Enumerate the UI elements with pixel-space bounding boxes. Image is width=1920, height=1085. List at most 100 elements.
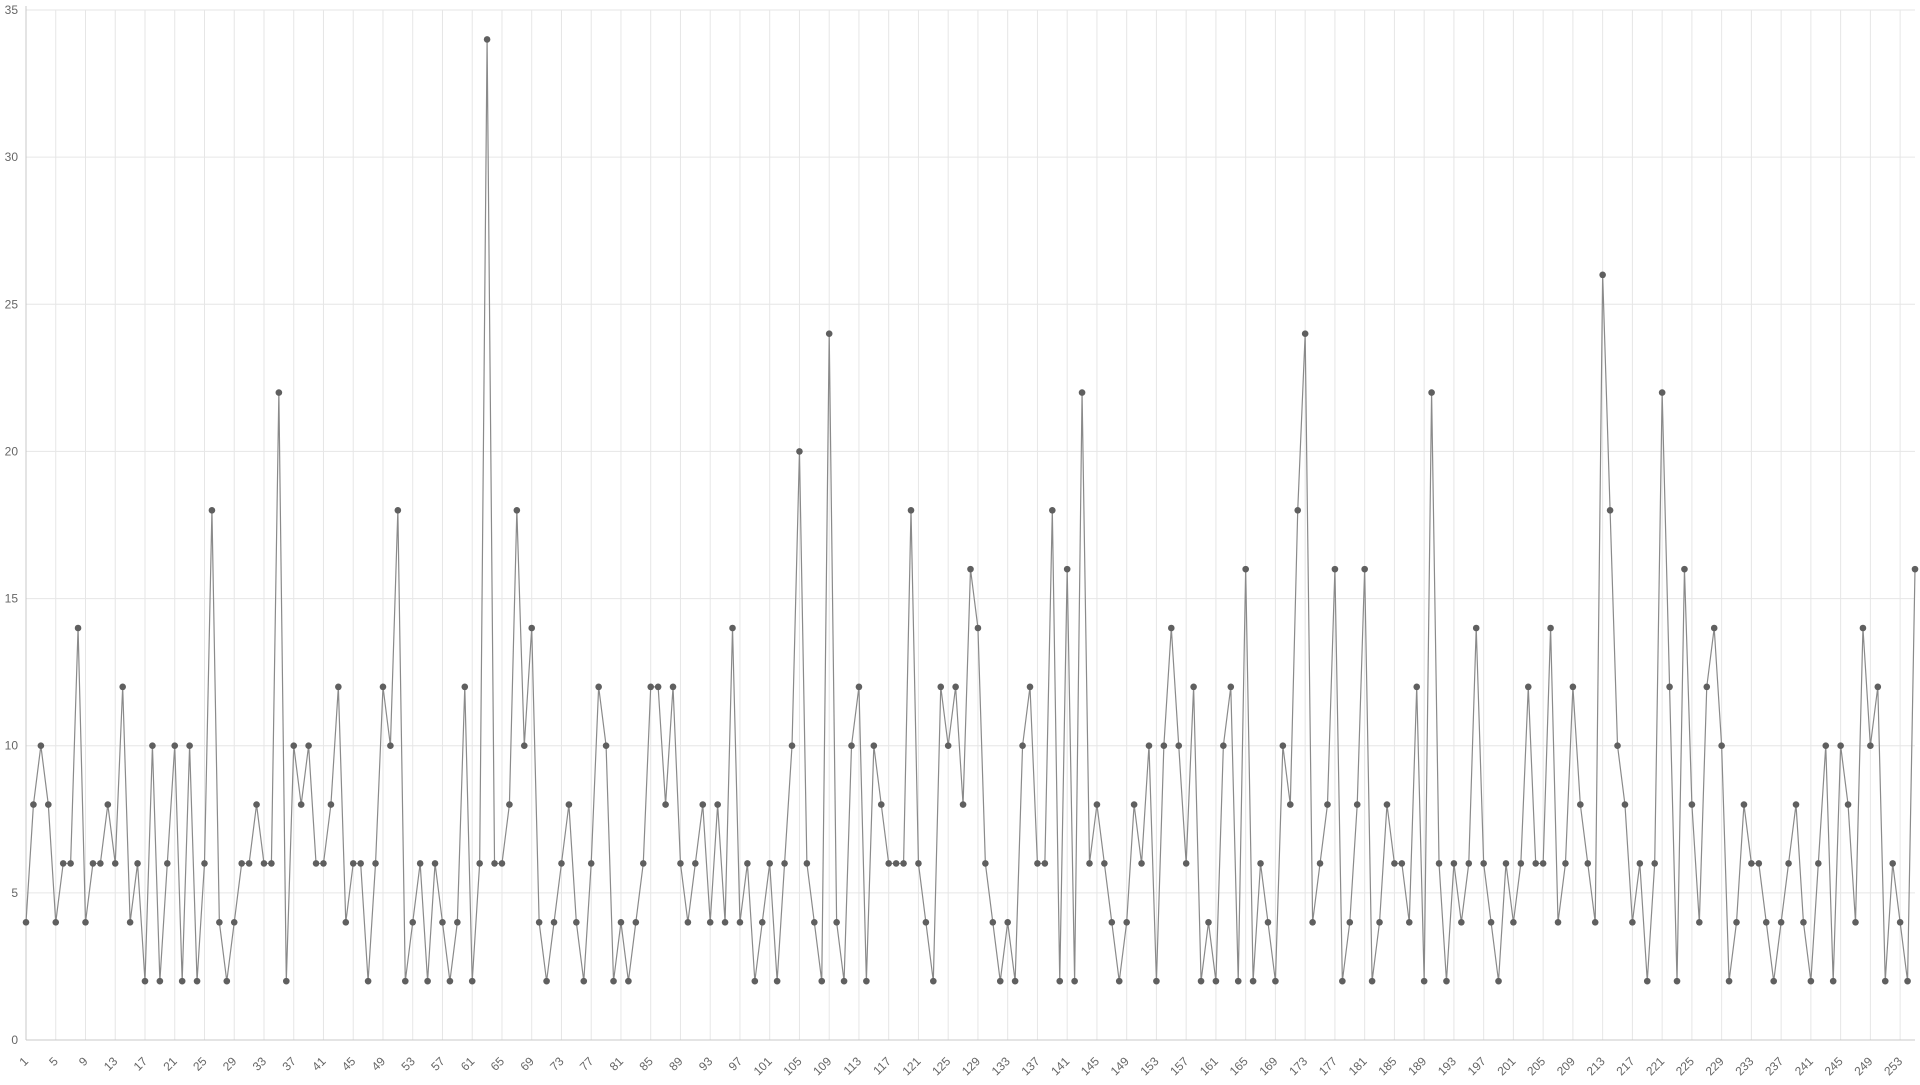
data-point (1101, 860, 1108, 867)
data-point (1465, 860, 1473, 867)
x-tick-label: 65 (488, 1054, 508, 1074)
data-point (1450, 860, 1458, 867)
data-point (1740, 801, 1748, 808)
data-point (268, 860, 275, 867)
x-tick-label: 1 (16, 1054, 31, 1069)
data-point (349, 860, 357, 867)
data-point (401, 977, 409, 985)
data-point (1346, 918, 1354, 926)
y-tick-labels: 0 5 10 15 20 25 30 35 (5, 3, 19, 1047)
data-point (320, 860, 327, 867)
x-tick-label: 105 (781, 1054, 805, 1078)
data-point (900, 860, 907, 867)
data-point (1331, 565, 1339, 573)
data-point (1212, 977, 1220, 985)
series-line-layer (25, 38, 1916, 982)
data-point (833, 918, 840, 926)
x-tick-label: 209 (1554, 1054, 1578, 1078)
data-point (1807, 977, 1815, 985)
data-point (1480, 860, 1487, 867)
data-point (915, 860, 922, 867)
data-point (1398, 860, 1406, 867)
x-tick-labels: 1 5 9 13 17 21 25 29 33 37 41 45 49 53 57 61 65 69 73 77 81 8… (16, 1054, 1905, 1078)
x-tick-label: 9 (76, 1054, 91, 1069)
data-point (1755, 860, 1763, 867)
data-point (974, 624, 982, 632)
data-point (1078, 389, 1086, 396)
data-point (669, 683, 677, 691)
data-point (178, 977, 186, 985)
data-point (1748, 860, 1755, 867)
x-tick-label: 173 (1286, 1054, 1310, 1078)
x-tick-label: 157 (1167, 1054, 1191, 1078)
data-point (491, 860, 498, 867)
data-point (1167, 624, 1175, 632)
data-point (1547, 624, 1554, 632)
data-point (602, 742, 610, 750)
data-point (1361, 565, 1368, 573)
data-point (855, 683, 863, 691)
x-tick-label: 121 (899, 1054, 923, 1078)
data-point (967, 565, 974, 573)
x-tick-label: 125 (929, 1054, 953, 1078)
data-point (1792, 801, 1800, 808)
data-point (996, 977, 1004, 985)
x-tick-label: 181 (1346, 1054, 1370, 1078)
data-point (141, 977, 149, 985)
y-tick-label: 5 (11, 886, 18, 900)
x-tick-label: 109 (810, 1054, 834, 1078)
data-point (1904, 977, 1911, 985)
data-point (468, 977, 476, 985)
data-point (550, 918, 558, 926)
data-point (1279, 742, 1287, 750)
x-tick-label: 229 (1703, 1054, 1727, 1078)
x-tick-label: 149 (1108, 1054, 1132, 1078)
data-point (30, 801, 37, 808)
x-tick-label: 217 (1613, 1054, 1637, 1078)
data-point (1294, 506, 1302, 514)
x-tick-label: 145 (1078, 1054, 1102, 1078)
data-point (305, 742, 312, 750)
data-point (1316, 860, 1324, 867)
data-point (1658, 389, 1666, 396)
data-point (1554, 918, 1562, 926)
data-point (1703, 683, 1711, 691)
data-point (877, 801, 885, 808)
data-point (892, 860, 900, 867)
x-tick-label: 21 (161, 1054, 181, 1074)
data-point (216, 918, 223, 926)
data-point (1852, 918, 1859, 926)
x-tick-label: 189 (1405, 1054, 1429, 1078)
data-point (253, 801, 260, 808)
grid-lines (25, 9, 1915, 1041)
x-tick-label: 5 (46, 1054, 61, 1069)
data-point (1115, 977, 1123, 985)
data-point (803, 860, 811, 867)
data-point (1071, 977, 1078, 985)
data-point (825, 330, 833, 338)
data-point (1353, 801, 1361, 808)
data-point (744, 860, 751, 867)
x-tick-label: 225 (1673, 1054, 1697, 1078)
data-point (431, 860, 439, 867)
x-tick-label: 37 (280, 1054, 300, 1074)
series-line (25, 38, 1916, 982)
x-tick-label: 245 (1822, 1054, 1846, 1078)
data-point (796, 448, 803, 455)
data-point (1666, 683, 1673, 691)
data-point (1458, 918, 1465, 926)
data-point (52, 918, 60, 926)
data-point (156, 977, 164, 985)
data-point (89, 860, 97, 867)
data-point (1011, 977, 1019, 985)
data-point (1197, 977, 1205, 985)
x-tick-label: 193 (1435, 1054, 1459, 1078)
data-point (342, 918, 350, 926)
x-tick-label: 213 (1584, 1054, 1608, 1078)
x-tick-label: 177 (1316, 1054, 1340, 1078)
data-point (1019, 742, 1026, 750)
data-point (67, 860, 74, 867)
data-point (1681, 565, 1688, 573)
data-point (982, 860, 989, 867)
data-point (119, 683, 126, 691)
